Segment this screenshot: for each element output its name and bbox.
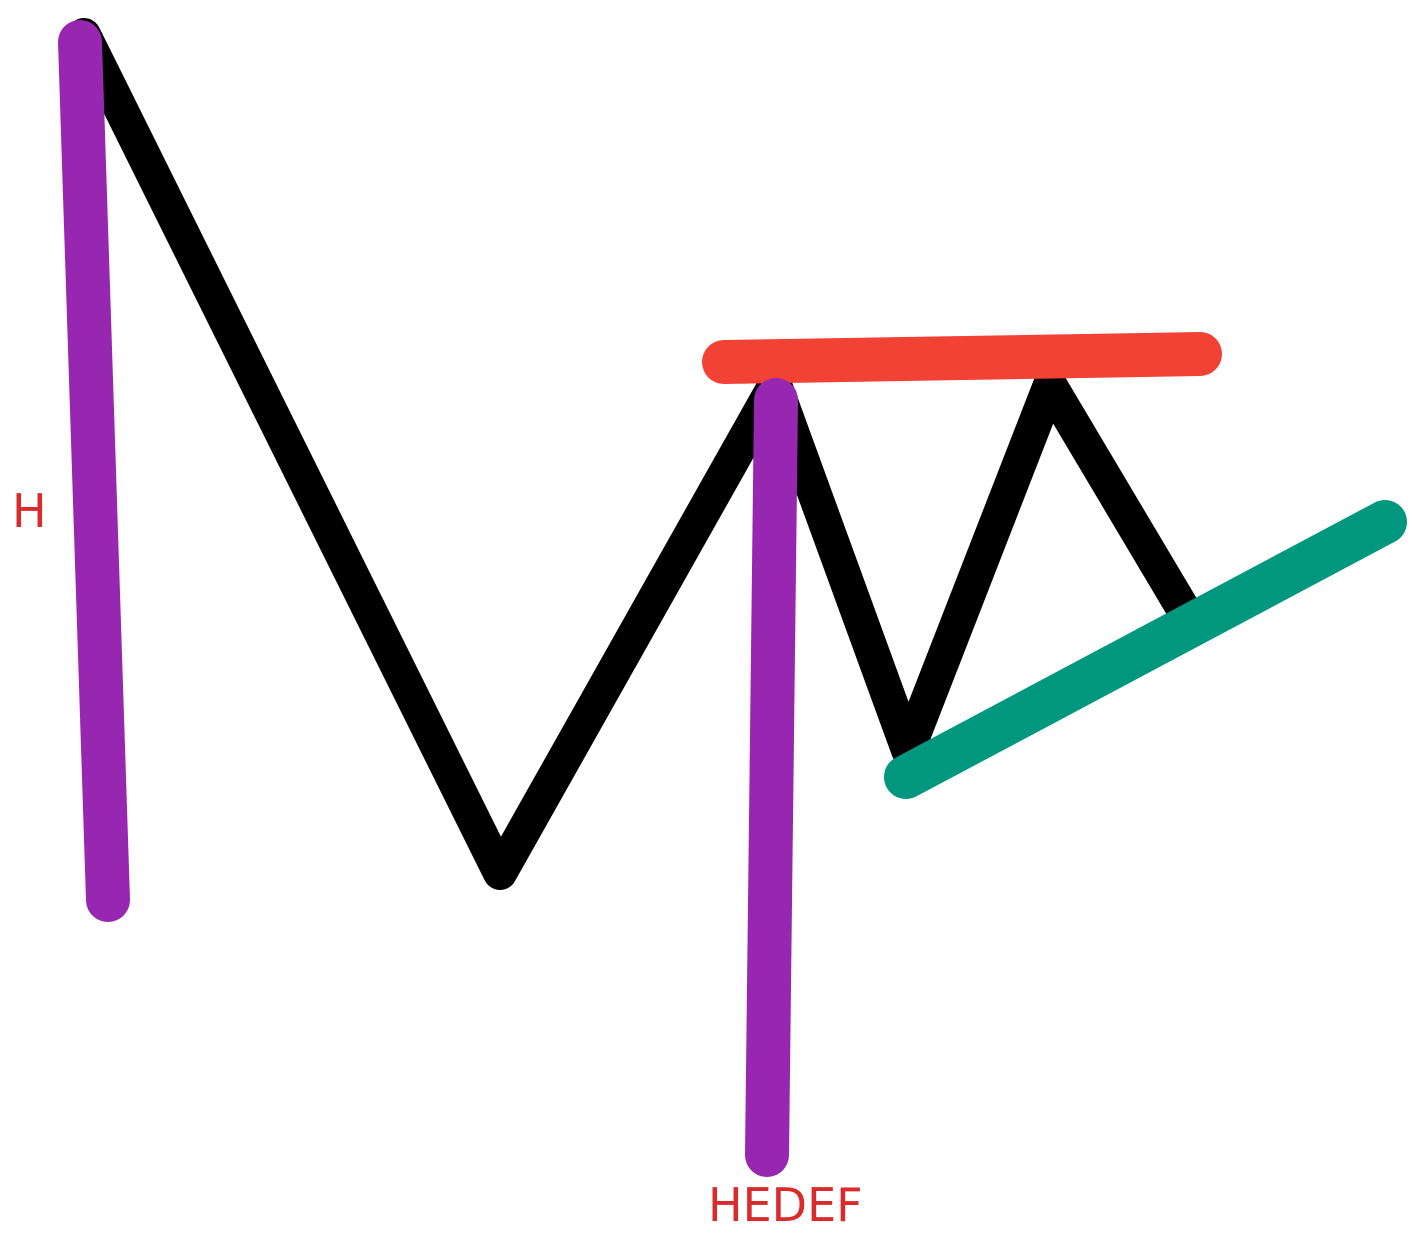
resistance-line <box>702 332 1222 384</box>
height-measure-line <box>58 20 130 922</box>
height-label: H <box>12 484 47 538</box>
price-path <box>67 18 1202 890</box>
target-measure-line <box>745 378 798 1177</box>
support-trendline <box>884 500 1407 799</box>
target-label: HEDEF <box>708 1178 863 1232</box>
